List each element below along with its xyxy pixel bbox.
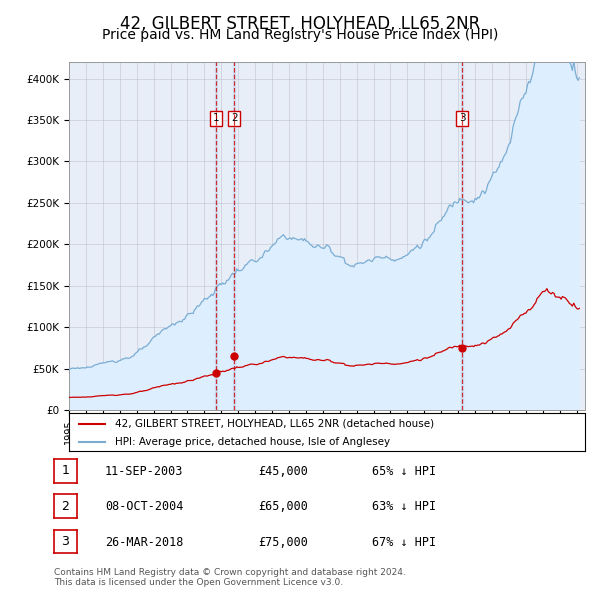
Text: Contains HM Land Registry data © Crown copyright and database right 2024.
This d: Contains HM Land Registry data © Crown c… [54,568,406,587]
Text: £75,000: £75,000 [258,536,308,549]
Text: 11-SEP-2003: 11-SEP-2003 [105,465,184,478]
Text: 42, GILBERT STREET, HOLYHEAD, LL65 2NR (detached house): 42, GILBERT STREET, HOLYHEAD, LL65 2NR (… [115,419,434,429]
Text: 63% ↓ HPI: 63% ↓ HPI [372,500,436,513]
Text: 3: 3 [459,113,466,123]
Text: 08-OCT-2004: 08-OCT-2004 [105,500,184,513]
Text: 3: 3 [61,535,70,548]
Text: 1: 1 [61,464,70,477]
Text: 1: 1 [213,113,220,123]
Text: 2: 2 [61,500,70,513]
Text: 67% ↓ HPI: 67% ↓ HPI [372,536,436,549]
Text: 2: 2 [231,113,238,123]
Text: HPI: Average price, detached house, Isle of Anglesey: HPI: Average price, detached house, Isle… [115,437,391,447]
Text: £45,000: £45,000 [258,465,308,478]
Text: £65,000: £65,000 [258,500,308,513]
Bar [461,62,463,410]
Bar [233,62,235,410]
Text: 26-MAR-2018: 26-MAR-2018 [105,536,184,549]
Text: 42, GILBERT STREET, HOLYHEAD, LL65 2NR: 42, GILBERT STREET, HOLYHEAD, LL65 2NR [120,15,480,33]
Text: 65% ↓ HPI: 65% ↓ HPI [372,465,436,478]
Text: Price paid vs. HM Land Registry's House Price Index (HPI): Price paid vs. HM Land Registry's House … [102,28,498,42]
Bar [215,62,217,410]
